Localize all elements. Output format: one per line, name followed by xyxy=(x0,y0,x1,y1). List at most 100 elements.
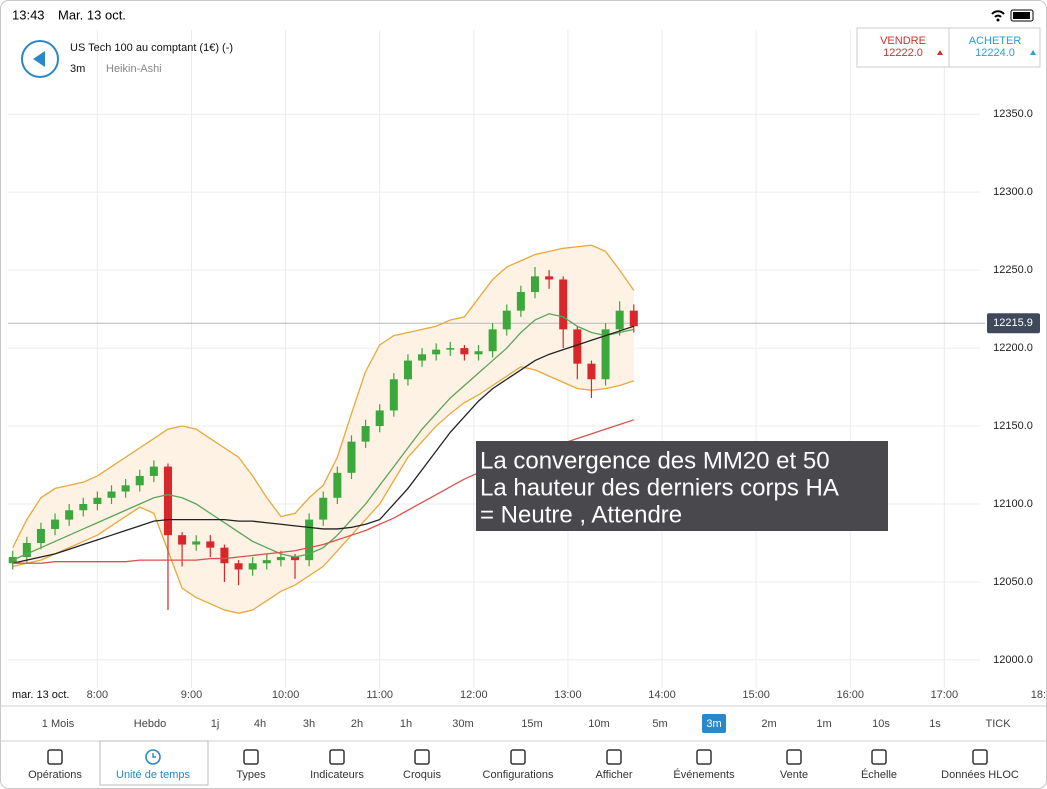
toolbar-label[interactable]: Échelle xyxy=(861,768,897,781)
indicator-line xyxy=(12,325,634,564)
toolbar-icon[interactable] xyxy=(786,749,802,765)
candle-body xyxy=(206,541,215,548)
icon-shape xyxy=(972,749,988,765)
timeframe-option[interactable]: 1h xyxy=(400,718,412,730)
timeframe-option[interactable]: 10s xyxy=(872,718,890,730)
candle-body xyxy=(629,310,638,327)
toolbar-icon[interactable] xyxy=(871,749,887,765)
sell-price: 12222.0 xyxy=(883,47,923,59)
candle-body xyxy=(8,557,17,564)
toolbar-icon[interactable] xyxy=(606,749,622,765)
y-tick-label: 12200.0 xyxy=(993,342,1033,354)
toolbar-label[interactable]: Afficher xyxy=(595,769,632,781)
timeframe-option[interactable]: 4h xyxy=(254,718,266,730)
price-tag-label: 12215.9 xyxy=(993,317,1033,329)
indicator-line xyxy=(12,313,634,561)
icon-shape xyxy=(414,749,430,765)
toolbar-icon[interactable] xyxy=(510,749,526,765)
timeframe-option[interactable]: 1 Mois xyxy=(42,718,75,730)
toolbar-label[interactable]: Opérations xyxy=(28,769,82,781)
candle-body xyxy=(248,563,257,570)
toolbar-label[interactable]: Vente xyxy=(780,769,808,781)
date-label-bg xyxy=(8,687,76,703)
indicator-line xyxy=(12,244,635,548)
x-tick-label: 15:00 xyxy=(742,689,770,701)
candle-body xyxy=(276,557,285,561)
toolbar-selected xyxy=(99,740,209,786)
toolbar-icon[interactable] xyxy=(243,749,259,765)
sell-label: VENDRE xyxy=(880,35,926,47)
toolbar-label[interactable]: Événements xyxy=(673,768,735,781)
toolbar-icon[interactable] xyxy=(696,749,712,765)
candle-body xyxy=(474,351,483,355)
toolbar-icon[interactable] xyxy=(47,749,63,765)
candle-body xyxy=(65,510,74,520)
timeframe-option[interactable]: 3h xyxy=(303,718,315,730)
y-tick-label: 12350.0 xyxy=(993,108,1033,120)
candle-body xyxy=(587,363,596,380)
toolbar-label[interactable]: Croquis xyxy=(403,769,441,781)
timeframe-option[interactable]: 30m xyxy=(452,718,473,730)
x-tick-label: 16:00 xyxy=(836,689,864,701)
quote-box[interactable] xyxy=(856,27,1041,68)
buy-label: ACHETER xyxy=(969,35,1022,47)
timeframe-option[interactable]: 3m xyxy=(706,718,721,730)
timeframe-option[interactable]: 10m xyxy=(588,718,609,730)
candle-body xyxy=(234,563,243,570)
x-tick-label: 18: xyxy=(1031,689,1046,701)
back-button[interactable] xyxy=(21,40,59,78)
candle-body xyxy=(178,535,187,545)
toolbar-icon[interactable] xyxy=(329,749,345,765)
icon-shape xyxy=(606,749,622,765)
y-tick-label: 12150.0 xyxy=(993,420,1033,432)
annotation-text: = Neutre , Attendre xyxy=(480,501,682,528)
timeframe-option[interactable]: 5m xyxy=(652,718,667,730)
toolbar-label[interactable]: Configurations xyxy=(483,769,554,781)
candle-body xyxy=(333,472,342,498)
candle-body xyxy=(389,379,398,411)
x-tick-label: 17:00 xyxy=(931,689,959,701)
icon-shape xyxy=(152,753,156,758)
candle-body xyxy=(121,485,130,492)
candle-body xyxy=(305,519,314,561)
candle-body xyxy=(502,310,511,330)
y-tick-label: 12100.0 xyxy=(993,498,1033,510)
toolbar-label[interactable]: Indicateurs xyxy=(310,769,364,781)
icon-shape xyxy=(243,749,259,765)
instrument-title: US Tech 100 au comptant (1€) (-) xyxy=(70,42,233,54)
candle-body xyxy=(446,348,455,350)
annotation-text: La hauteur des derniers corps HA xyxy=(480,474,839,501)
timeframe-option[interactable]: 1j xyxy=(211,718,220,730)
timeframe-option[interactable]: 2m xyxy=(761,718,776,730)
candle-body xyxy=(192,541,201,545)
timeframe-selected xyxy=(702,714,726,733)
candle-body xyxy=(559,279,568,330)
candle-body xyxy=(375,410,384,427)
icon-shape xyxy=(329,749,345,765)
candle-body xyxy=(530,276,539,292)
toolbar-icon[interactable] xyxy=(414,749,430,765)
timeframe-option[interactable]: 2h xyxy=(351,718,363,730)
candle-body xyxy=(403,360,412,380)
candle-body xyxy=(573,329,582,364)
candle-body xyxy=(545,276,554,280)
status-icons xyxy=(991,9,1034,22)
timeframe-option[interactable]: 15m xyxy=(521,718,542,730)
timeframe-option[interactable]: TICK xyxy=(985,718,1011,730)
toolbar-label[interactable]: Types xyxy=(236,769,266,781)
toolbar-icon[interactable] xyxy=(145,749,161,765)
toolbar-label[interactable]: Unité de temps xyxy=(116,769,190,781)
candle-body xyxy=(93,497,102,505)
timeframe-option[interactable]: Hebdo xyxy=(134,718,166,730)
toolbar-label[interactable]: Données HLOC xyxy=(941,769,1019,781)
candle-body xyxy=(22,542,31,558)
candle-body xyxy=(347,441,356,473)
timeframe-option[interactable]: 1m xyxy=(816,718,831,730)
chart-style: Heikin-Ashi xyxy=(106,63,162,75)
buy-price: 12224.0 xyxy=(975,47,1015,59)
x-tick-label: 12:00 xyxy=(460,689,488,701)
timeframe-option[interactable]: 1s xyxy=(929,718,941,730)
toolbar-icon[interactable] xyxy=(972,749,988,765)
